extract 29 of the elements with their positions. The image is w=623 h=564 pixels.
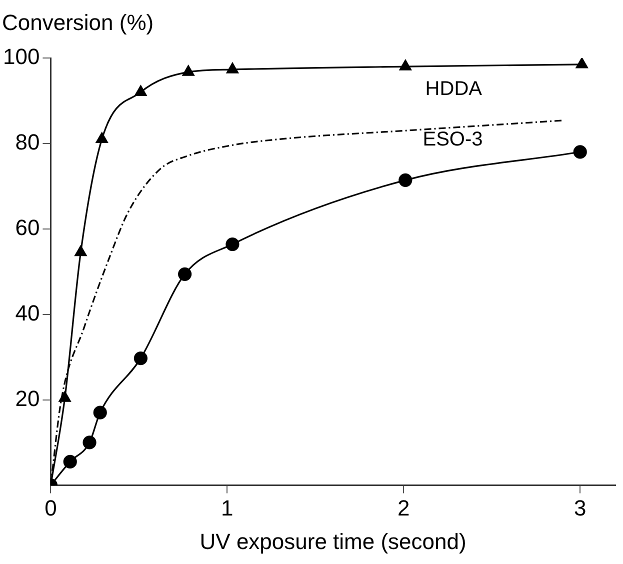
point	[134, 352, 148, 366]
y-axis-title: Conversion (%)	[2, 10, 154, 36]
point	[74, 246, 87, 256]
point	[576, 58, 588, 68]
y-tick-label: 20	[15, 386, 40, 411]
point	[226, 237, 240, 252]
x-tick-label: 1	[221, 495, 234, 520]
point	[96, 132, 108, 143]
point	[573, 145, 587, 159]
series-label: HDDA	[425, 78, 483, 100]
y-tick-label: 100	[2, 44, 40, 70]
series-label: ESO-3	[422, 128, 483, 151]
point	[58, 391, 71, 402]
y-tick-label: 40	[15, 300, 40, 326]
point	[226, 62, 238, 74]
point	[398, 173, 412, 187]
point	[134, 85, 147, 96]
point	[399, 60, 412, 70]
point	[63, 454, 77, 469]
y-tick-label: 60	[15, 214, 40, 240]
point	[182, 65, 194, 76]
point	[178, 267, 192, 281]
x-tick-label: 2	[398, 495, 410, 520]
point	[93, 406, 107, 420]
point	[82, 436, 96, 450]
x-tick-label: 0	[44, 495, 57, 520]
y-tick-label: 80	[15, 130, 40, 155]
x-tick-label: 3	[574, 495, 586, 520]
x-axis-title: UV exposure time (second)	[200, 528, 466, 554]
